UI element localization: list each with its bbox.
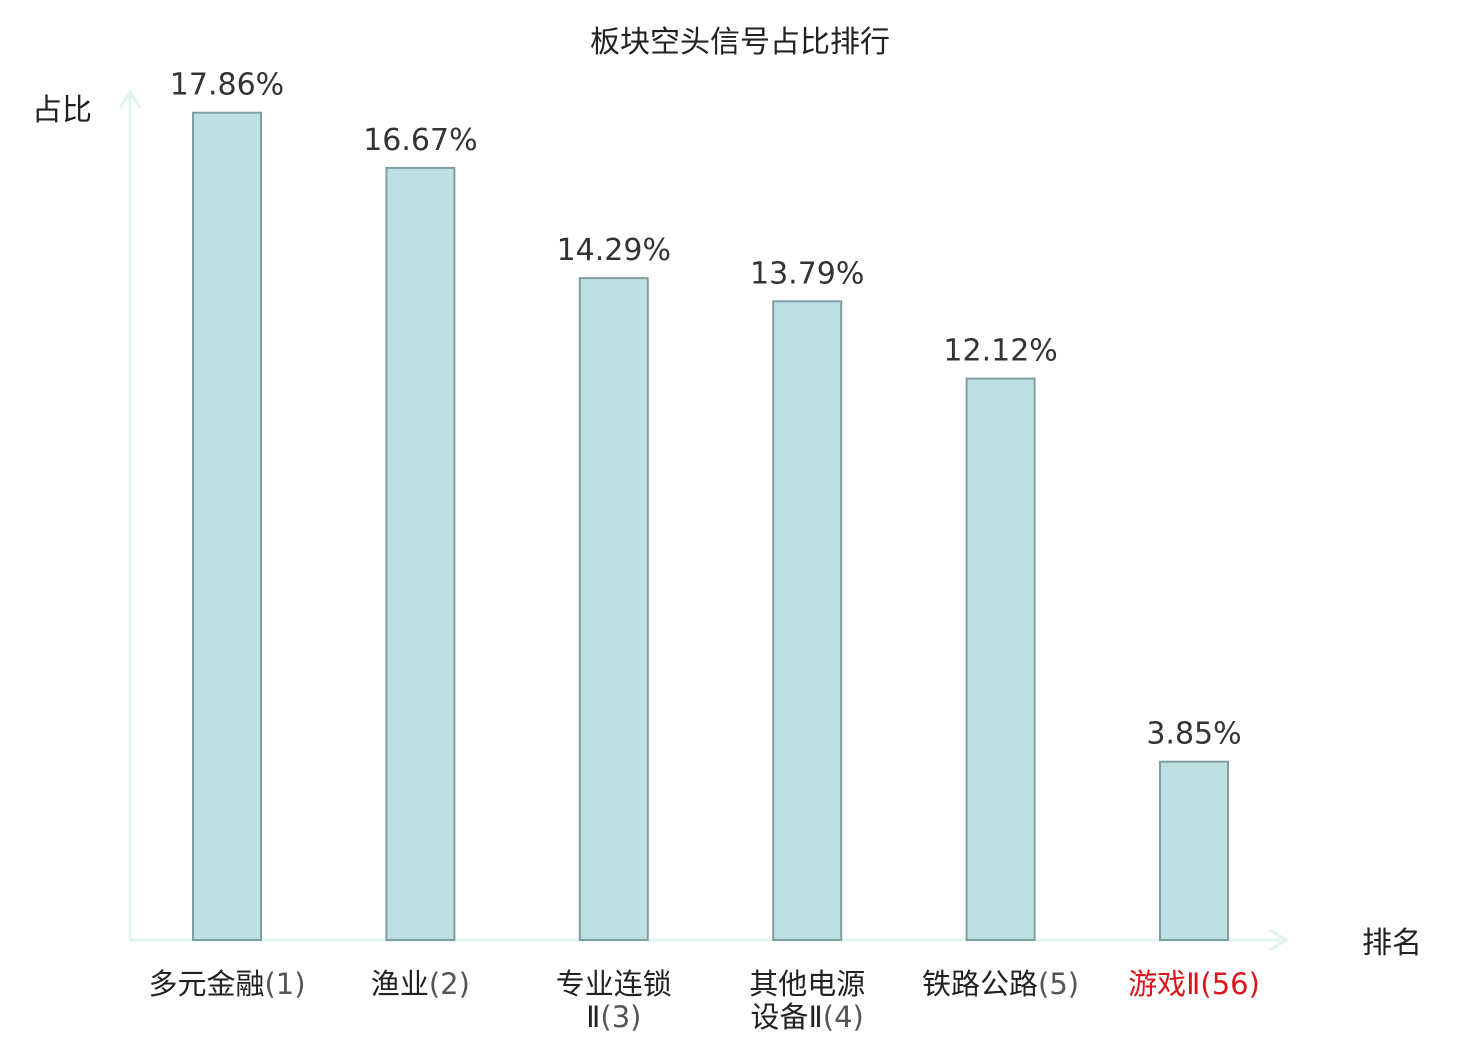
data-label-6: 3.85% — [1146, 717, 1241, 752]
axes — [118, 89, 1289, 952]
x-tick-label-4: 其他电源设备Ⅱ(4) — [749, 967, 865, 1034]
data-label-1: 17.86% — [170, 68, 284, 103]
x-axis-arrow — [1269, 928, 1289, 952]
x-tick-label-6: 游戏Ⅱ(56) — [1128, 967, 1260, 1001]
bar-5 — [965, 377, 1036, 942]
bar-6 — [1159, 760, 1229, 942]
data-label-3: 14.29% — [557, 233, 671, 268]
x-tick-label-1: 多元金融(1) — [148, 967, 305, 1001]
bars-group — [192, 111, 1229, 942]
x-axis-label: 排名 — [1362, 926, 1422, 961]
x-tick-label-3: 专业连锁 Ⅱ(3) — [556, 967, 672, 1034]
bar-2 — [385, 166, 456, 941]
data-label-2: 16.67% — [363, 123, 477, 158]
x-tick-labels-group: 多元金融(1) 渔业(2) 专业连锁 Ⅱ(3) 其他电源设备Ⅱ(4) 铁路公路(5) 游戏Ⅱ… — [148, 967, 1259, 1034]
bar-4 — [772, 300, 843, 941]
x-tick-label-5: 铁路公路(5) — [922, 967, 1079, 1001]
y-axis-arrow — [118, 89, 142, 109]
y-axis-label: 占比 — [32, 93, 92, 128]
x-tick-label-2: 渔业(2) — [371, 967, 470, 1001]
chart-title: 板块空头信号占比排行 — [590, 25, 890, 60]
data-label-4: 13.79% — [750, 256, 864, 291]
data-labels-group: 17.86% 16.67% 14.29% 13.79% 12.12% 3.85% — [170, 68, 1242, 752]
bar-1 — [192, 111, 262, 941]
data-label-5: 12.12% — [943, 334, 1057, 369]
bar-3 — [578, 277, 649, 942]
